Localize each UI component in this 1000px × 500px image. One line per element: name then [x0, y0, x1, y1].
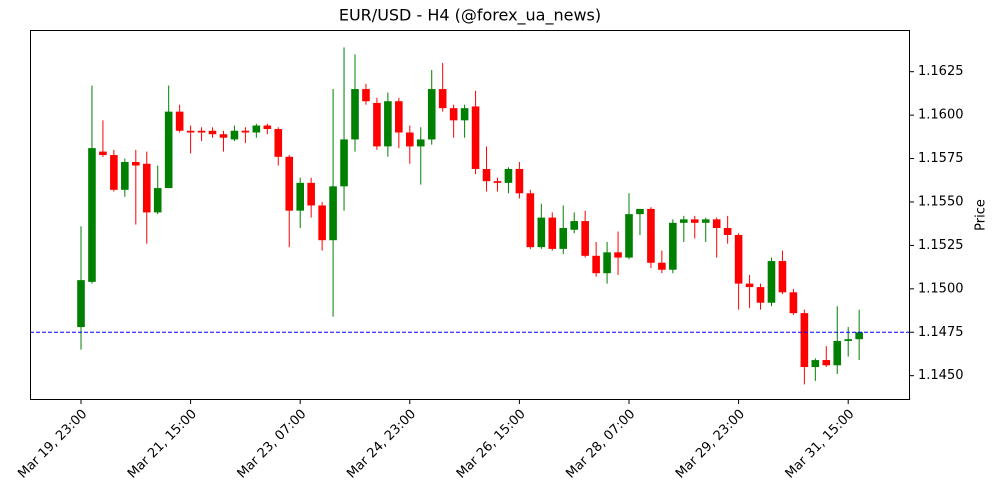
- candle-body: [362, 89, 370, 102]
- candle-body: [296, 182, 304, 211]
- candle-body: [493, 181, 502, 183]
- candle-body: [756, 287, 765, 303]
- candle-body: [142, 163, 151, 213]
- candle-body: [88, 148, 96, 282]
- candle-body: [690, 219, 699, 223]
- candle-body: [712, 219, 721, 229]
- candle-body: [285, 156, 294, 211]
- candle-body: [460, 108, 469, 121]
- candle-body: [745, 283, 754, 288]
- candle-body: [844, 339, 852, 341]
- y-tick-label: 1.1575: [918, 151, 964, 166]
- candle-body: [351, 89, 359, 140]
- plot-area: [30, 47, 910, 385]
- y-tick-label: 1.1550: [918, 194, 964, 209]
- candle-body: [723, 228, 732, 235]
- candle-body: [99, 151, 107, 156]
- candle-body: [767, 261, 776, 303]
- x-tick-label: Mar 24, 23:00: [344, 407, 419, 482]
- candle-body: [592, 255, 600, 274]
- x-tick-label: Mar 19, 23:00: [15, 407, 90, 482]
- candle-body: [438, 89, 447, 109]
- candle-body: [614, 252, 622, 258]
- candle-body: [384, 101, 392, 147]
- candle-body: [855, 332, 863, 340]
- candle-body: [263, 125, 272, 130]
- y-tick-label: 1.1525: [918, 238, 964, 253]
- candle-body: [734, 234, 743, 284]
- y-tick-label: 1.1500: [918, 281, 964, 296]
- candle-body: [680, 219, 688, 223]
- candle-body: [416, 139, 425, 147]
- candle-body: [77, 280, 85, 328]
- y-tick-label: 1.1450: [918, 368, 964, 383]
- x-tick-label: Mar 31, 15:00: [783, 407, 858, 482]
- candle-body: [658, 262, 666, 270]
- candle-body: [252, 125, 261, 133]
- candle-body: [570, 221, 578, 230]
- candle-body: [811, 360, 820, 367]
- candle-body: [625, 214, 633, 258]
- candle-body: [395, 101, 403, 133]
- candle-body: [175, 111, 184, 131]
- candle-body: [340, 139, 348, 187]
- candle-body: [406, 132, 414, 147]
- candle-body: [230, 130, 239, 140]
- candle-body: [121, 162, 129, 190]
- candle-body: [647, 208, 655, 263]
- y-tick-label: 1.1475: [918, 325, 964, 340]
- y-axis-label: Price: [974, 199, 989, 231]
- x-tick-label: Mar 29, 23:00: [673, 407, 748, 482]
- candle-body: [241, 130, 250, 133]
- candle-body: [449, 108, 458, 121]
- candle-body: [800, 313, 809, 367]
- candle-body: [208, 130, 217, 135]
- candle-body: [373, 102, 381, 147]
- x-tick-label: Mar 26, 15:00: [454, 407, 529, 482]
- candle-body: [636, 208, 644, 215]
- candle-body: [164, 111, 173, 189]
- candle-body: [110, 155, 118, 190]
- y-tick-label: 1.1600: [918, 108, 964, 123]
- candle-body: [515, 168, 524, 194]
- candle-body: [701, 219, 710, 223]
- candle-body: [778, 261, 787, 293]
- candle-body: [132, 162, 140, 166]
- candle-body: [318, 205, 326, 241]
- candle-body: [219, 134, 228, 138]
- candle-body: [471, 106, 480, 169]
- x-tick-label: Mar 21, 15:00: [125, 407, 200, 482]
- candle-body: [581, 221, 589, 256]
- candle-body: [427, 89, 436, 140]
- candle-body: [274, 129, 283, 157]
- candle-body: [548, 217, 557, 249]
- x-tick-label: Mar 23, 07:00: [235, 407, 310, 482]
- candle-body: [504, 168, 513, 183]
- candle-body: [153, 188, 162, 213]
- candle-body: [186, 130, 195, 133]
- candle-body: [307, 182, 315, 206]
- candle-body: [833, 340, 842, 366]
- candle-body: [482, 168, 491, 182]
- x-tick-label: Mar 28, 07:00: [563, 407, 638, 482]
- candle-body: [603, 252, 611, 274]
- candle-body: [329, 186, 337, 241]
- candle-body: [669, 222, 677, 270]
- candle-body: [559, 228, 568, 249]
- candle-body: [197, 130, 206, 133]
- candle-body: [537, 217, 546, 248]
- candle-body: [789, 292, 798, 314]
- chart-title: EUR/USD - H4 (@forex_ua_news): [339, 6, 601, 26]
- axes-frame: [30, 30, 910, 400]
- candle-body: [526, 193, 535, 248]
- y-tick-label: 1.1625: [918, 64, 964, 79]
- candle-body: [822, 360, 831, 366]
